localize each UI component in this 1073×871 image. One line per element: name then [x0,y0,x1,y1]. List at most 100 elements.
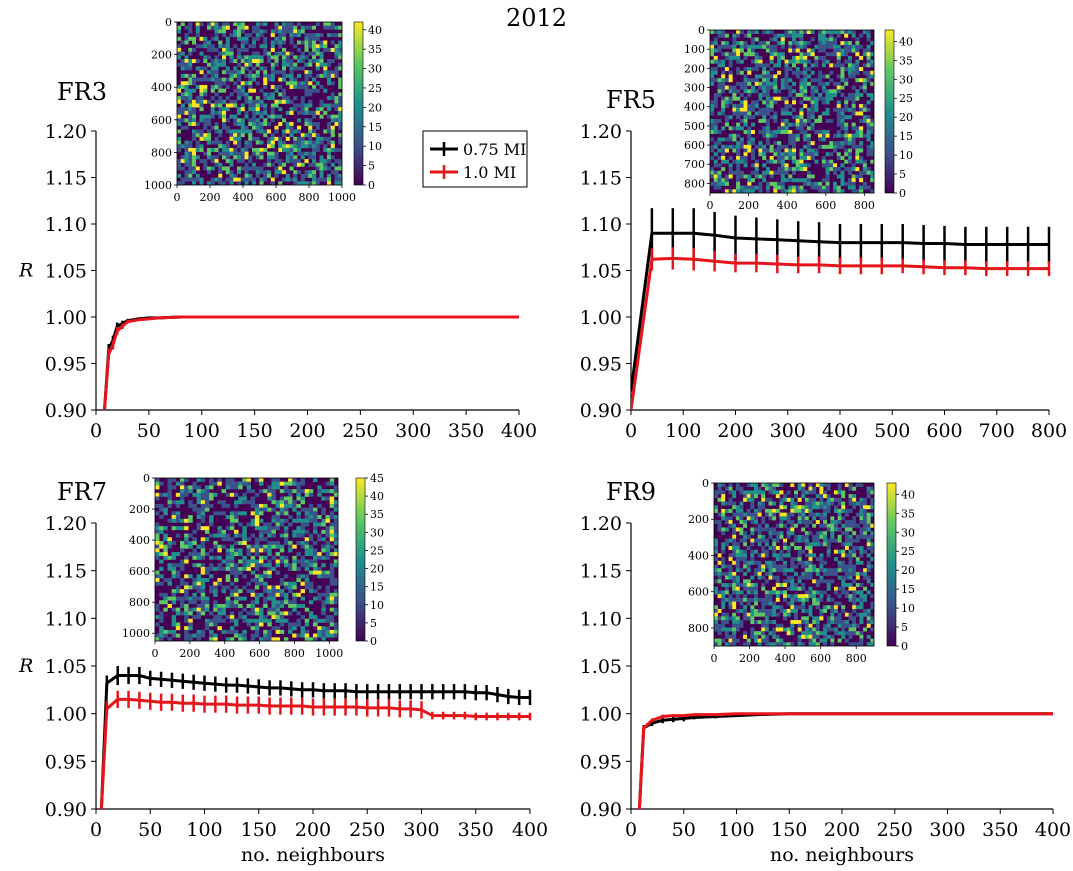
inset-cell [184,99,189,104]
inset-cell [333,581,339,586]
inset-cell [784,170,789,175]
inset-cell [721,144,726,149]
inset-cell [238,633,243,638]
inset-cell [225,147,230,152]
inset-cell [210,177,215,182]
inset-cell [792,48,797,53]
inset-cell [732,642,737,647]
inset-cell [750,538,755,543]
inset-cell [808,486,813,491]
inset-cell [754,590,758,595]
inset-cell [242,596,247,601]
inset-cell [844,122,849,127]
inset-cell [263,66,268,71]
inset-cell [289,84,294,89]
inset-cell [810,181,815,186]
inset-cell [188,162,193,167]
inset-cell [289,59,294,64]
inset-cell [844,575,849,580]
inset-cell [847,63,852,68]
inset-cell [773,96,778,101]
inset-cell [270,70,275,75]
inset-cell [300,559,306,564]
inset-cell [765,185,770,190]
inset-cell [195,122,200,127]
inset-cell [764,612,769,617]
inset-cell [155,578,160,583]
inset-cell [238,596,243,601]
inset-cell [757,620,762,625]
inset-cell [238,603,243,608]
inset-cell [229,481,235,486]
inset-cell [177,84,182,89]
inset-cell [826,483,831,487]
inset-cell [319,73,324,78]
inset-cell [192,177,197,182]
inset-cell [315,33,320,38]
inset-cell [304,36,309,41]
inset-cell [750,520,755,525]
inset-cell [297,151,302,156]
inset-cell [788,189,793,194]
inset-cell [159,633,164,638]
inset-cell [196,496,202,501]
inset-cell [203,162,208,167]
inset-cell [792,41,797,46]
inset-cell [844,571,849,576]
inset-cell [735,553,740,558]
inset-cell [751,104,756,109]
inset-cell [728,597,733,602]
inset-cell [836,133,841,138]
inset-cell [814,100,819,105]
inset-cell [167,500,172,505]
inset-cell [252,25,257,30]
inset-cell [764,590,769,595]
inset-cell [282,73,287,78]
inset-x-tick-label: 0 [174,191,181,204]
inset-cell [834,508,838,513]
inset-cell [751,189,756,194]
inset-cell [732,89,737,94]
inset-cell [250,503,256,508]
inset-cell [758,152,763,157]
inset-cell [233,59,238,64]
inset-cell [754,483,758,487]
inset-cell [297,144,302,149]
inset-cell [213,581,218,586]
inset-cell [786,642,791,647]
inset-cell [207,70,212,75]
inset-cell [736,174,741,179]
inset-cell [837,527,842,532]
inset-cell [743,512,748,517]
inset-cell [863,505,868,510]
inset-cell [851,111,856,116]
inset-cell [736,163,741,168]
inset-cell [724,575,729,580]
inset-cell [859,159,864,164]
inset-cell [238,637,243,642]
inset-cell [754,30,759,34]
inset-cell [847,141,852,146]
inset-cell [278,51,283,56]
inset-cell [210,96,215,101]
inset-cell [852,568,857,573]
inset-cell [330,33,335,38]
inset-cell [225,515,231,520]
inset-cell [188,99,193,104]
inset-cell [714,545,718,550]
inset-cell [283,518,289,523]
inset-cell [728,497,733,502]
inset-cell [217,578,222,583]
inset-cell [159,492,164,497]
inset-cell [747,130,752,135]
inset-cell [812,579,817,584]
inset-cell [735,505,740,510]
inset-cell [859,638,864,643]
inset-cell [214,66,219,71]
x-tick-label: 350 [982,819,1018,841]
inset-cell [274,70,279,75]
inset-cell [167,496,172,501]
inset-cell [826,568,831,573]
inset-cell [804,520,809,525]
inset-cell [225,103,230,108]
